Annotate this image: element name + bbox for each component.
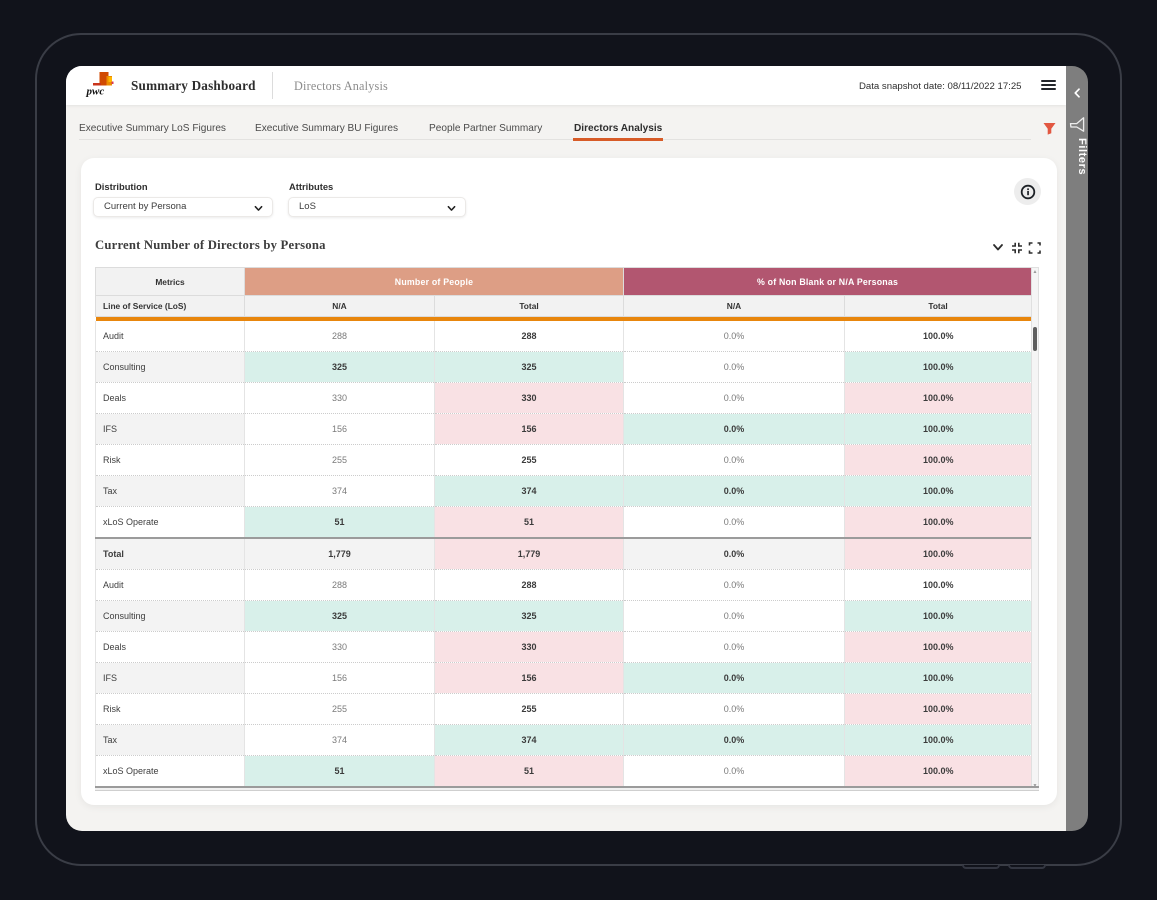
svg-text:pwc: pwc: [86, 86, 105, 98]
